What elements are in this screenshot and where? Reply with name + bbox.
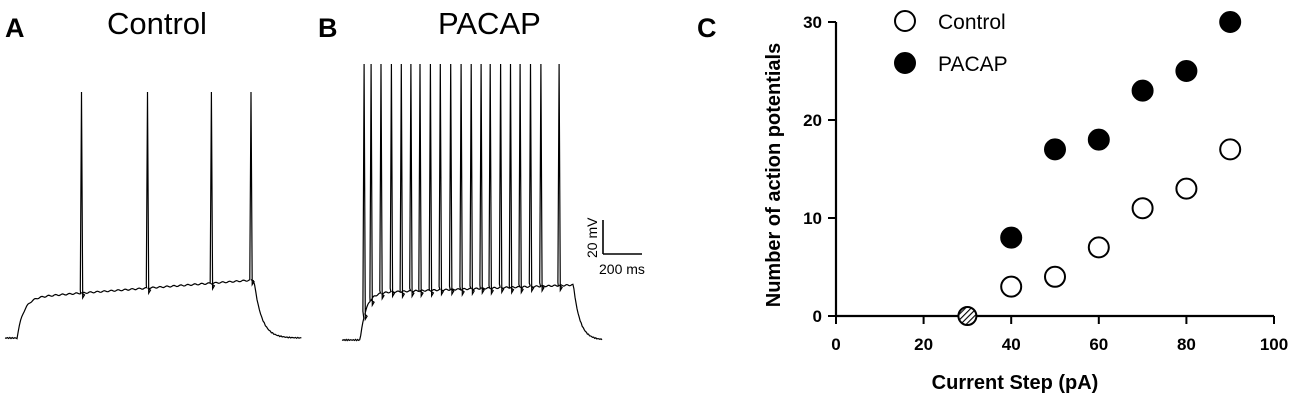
pacap-point bbox=[1219, 11, 1242, 33]
legend-marker-pacap bbox=[894, 52, 916, 74]
scale-bar: 20 mV 200 ms bbox=[584, 217, 645, 277]
pacap-point bbox=[1044, 138, 1066, 161]
panel-c-letter: C bbox=[697, 13, 717, 43]
x-tick-label: 60 bbox=[1089, 335, 1108, 354]
y-tick-label: 10 bbox=[803, 209, 822, 228]
y-tick-label: 30 bbox=[803, 13, 822, 32]
control-point bbox=[1000, 275, 1023, 298]
pacap-point bbox=[1000, 226, 1023, 249]
panel-a: A Control bbox=[4, 6, 302, 340]
control-point bbox=[1087, 236, 1110, 259]
panel-c: C 0 20 40 60 80 100 0 10 20 30 Control PACAP Number… bbox=[697, 10, 1288, 394]
control-point bbox=[1175, 177, 1198, 200]
pacap-point bbox=[1131, 79, 1154, 102]
pacap-voltage-trace bbox=[341, 63, 603, 342]
control-point bbox=[1131, 197, 1154, 220]
legend-label-control: Control bbox=[938, 11, 1006, 34]
control-voltage-trace bbox=[4, 91, 302, 340]
x-tick-label: 0 bbox=[831, 335, 840, 354]
pacap-point bbox=[1087, 128, 1110, 151]
legend-marker-control bbox=[894, 10, 916, 32]
control-point bbox=[1219, 138, 1242, 161]
panel-a-title: Control bbox=[107, 6, 207, 41]
y-tick-label: 0 bbox=[813, 307, 822, 326]
x-tick-label: 80 bbox=[1177, 335, 1196, 354]
x-axis-label: Current Step (pA) bbox=[932, 372, 1099, 394]
control-point bbox=[1044, 265, 1066, 288]
panel-b: B PACAP bbox=[318, 6, 603, 342]
legend-label-pacap: PACAP bbox=[938, 53, 1008, 76]
overlap-point bbox=[957, 306, 978, 326]
x-tick-label: 40 bbox=[1002, 335, 1021, 354]
panel-a-letter: A bbox=[5, 13, 25, 43]
scale-bar-voltage-label: 20 mV bbox=[584, 217, 600, 258]
x-tick-label: 100 bbox=[1260, 335, 1288, 354]
x-tick-label: 20 bbox=[914, 335, 933, 354]
scale-bar-time-label: 200 ms bbox=[599, 261, 645, 277]
panel-b-letter: B bbox=[318, 13, 338, 43]
y-tick-label: 20 bbox=[803, 111, 822, 130]
panel-b-title: PACAP bbox=[438, 6, 541, 41]
y-axis-label: Number of action potentials bbox=[763, 43, 785, 307]
scatter-chart: 0 20 40 60 80 100 0 10 20 30 Control PACAP bbox=[803, 10, 1288, 354]
pacap-point bbox=[1175, 60, 1198, 82]
